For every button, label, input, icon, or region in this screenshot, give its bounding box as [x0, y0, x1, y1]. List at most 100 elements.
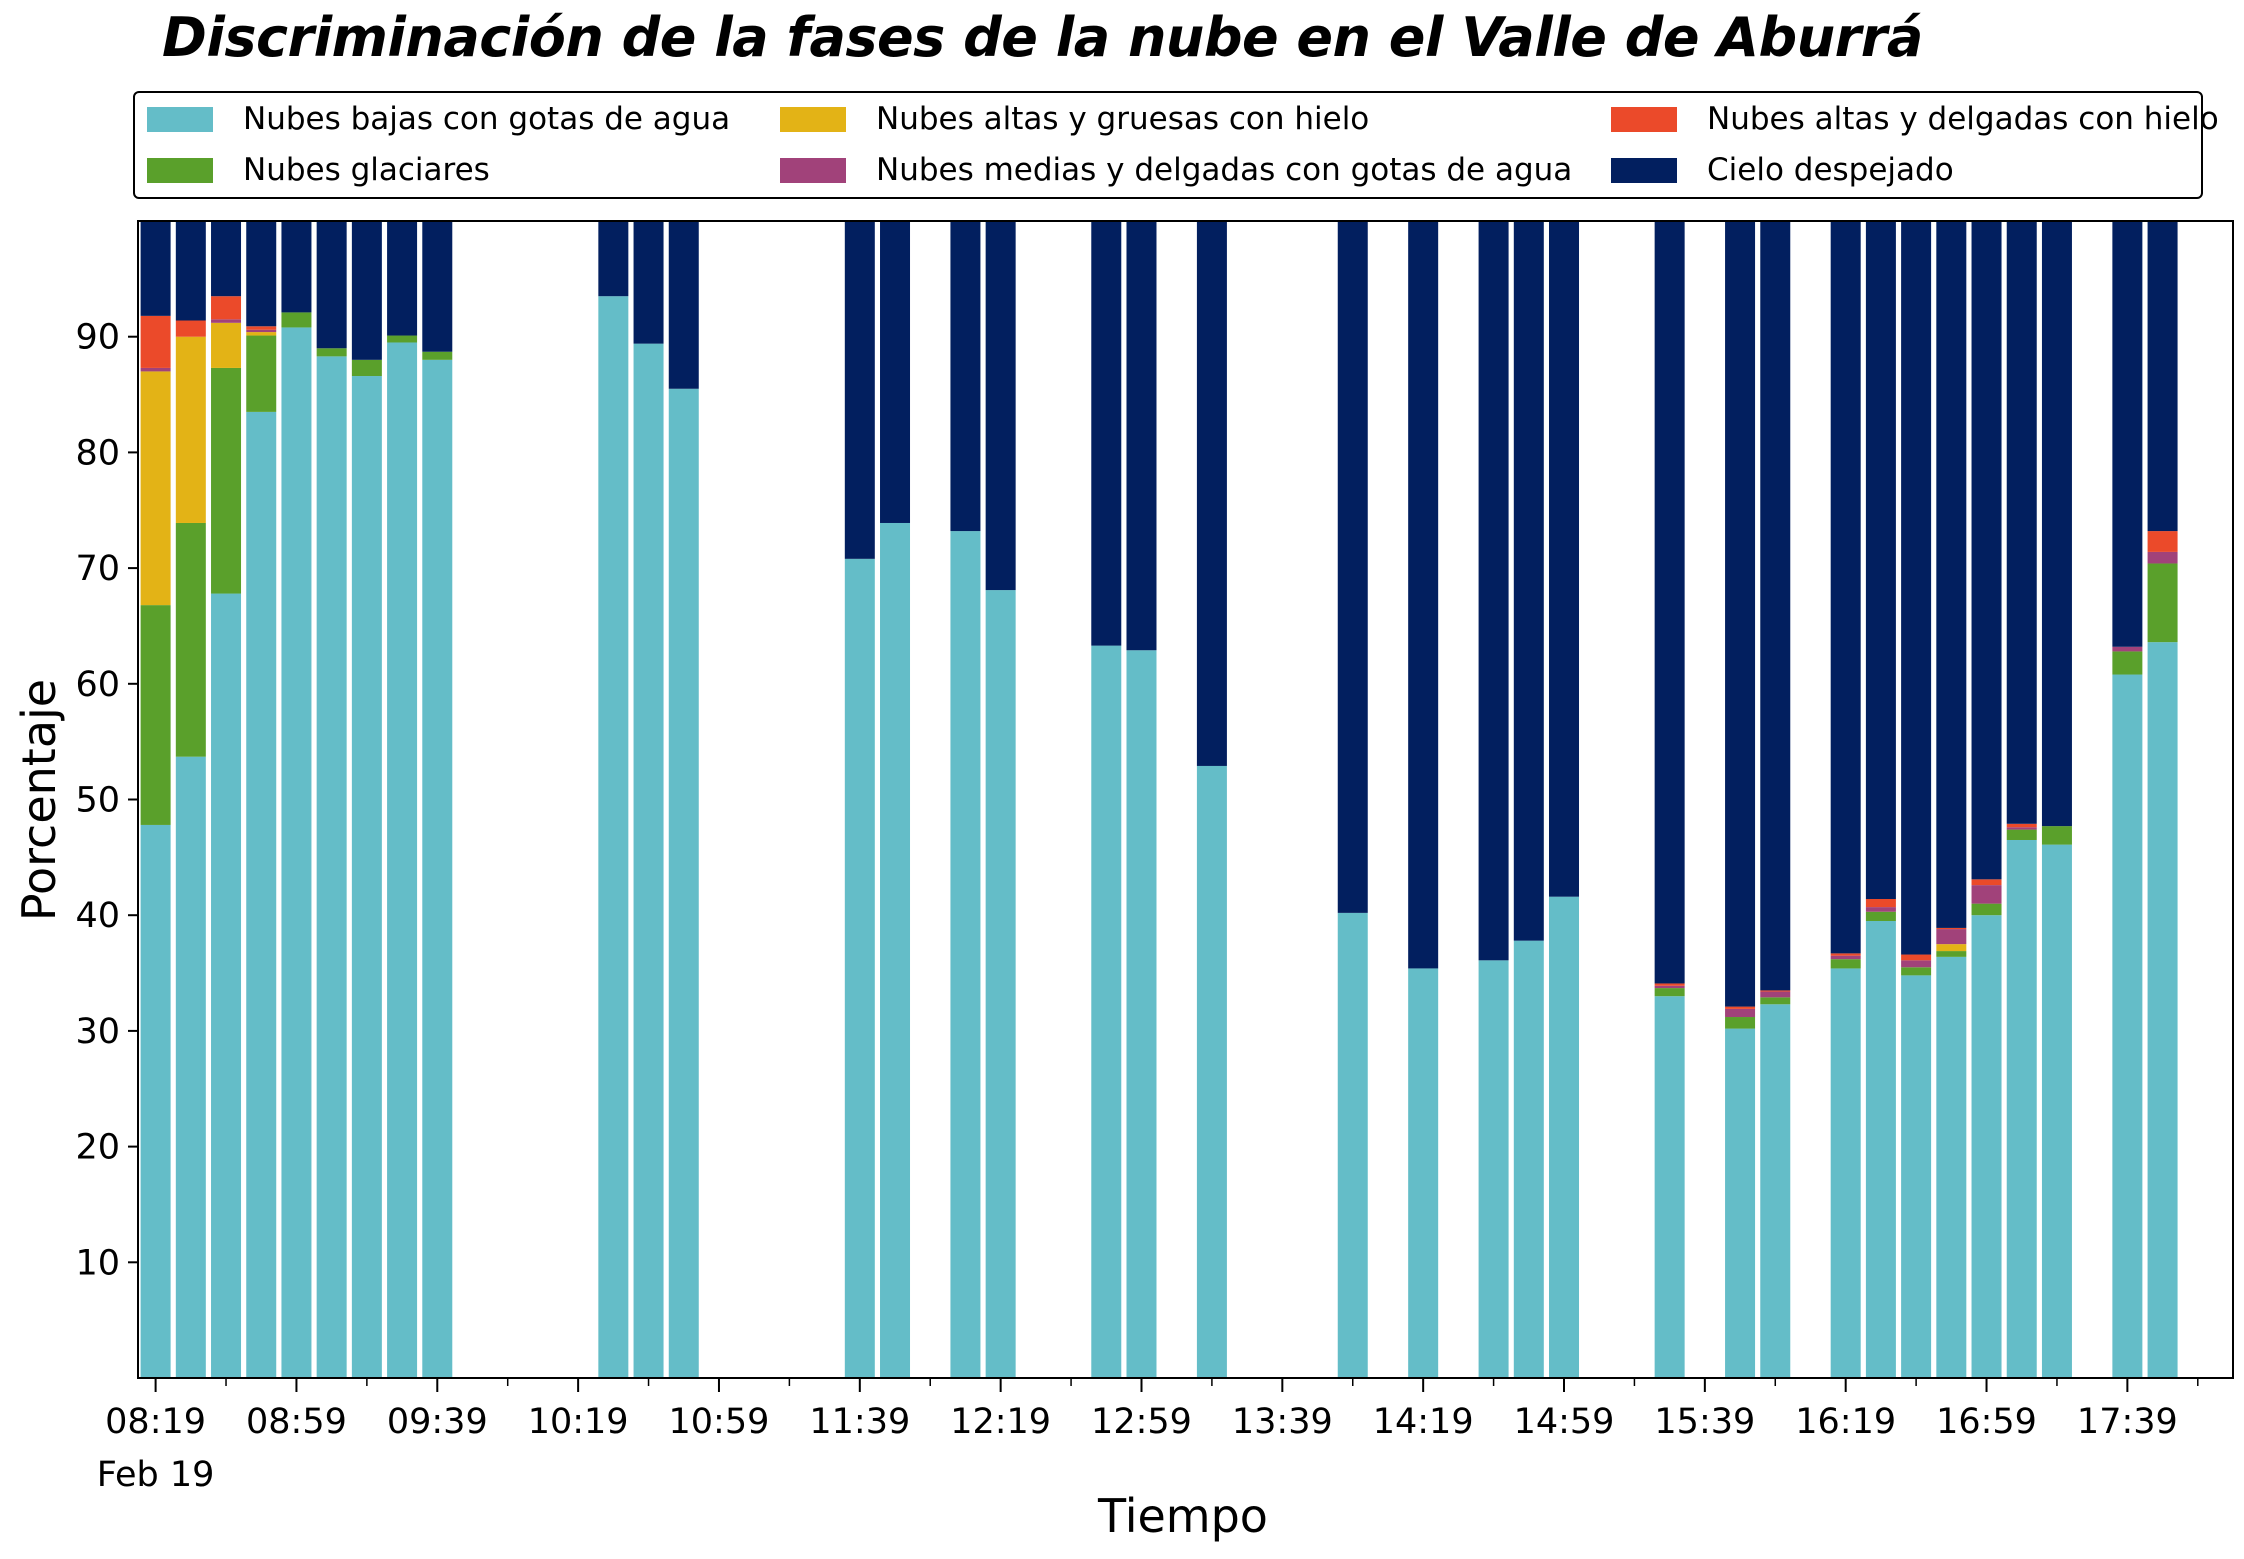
bar-segment-nubes-bajas-con-gotas-de-agua-0829	[175, 756, 206, 1378]
bar-segment-nubes-altas-y-gruesas-con-hielo-0819	[140, 371, 171, 606]
y-tick-label: 40	[75, 896, 120, 936]
legend-swatch	[147, 106, 213, 132]
bar-segment-nubes-medias-y-delgadas-con-gotas-de-agua-1549	[1725, 1008, 1756, 1018]
bar-segment-cielo-despejado-0919	[351, 221, 382, 360]
bar-segment-nubes-glaciares-0929	[387, 335, 418, 343]
y-tick-label: 90	[75, 318, 120, 358]
x-tick-label: 15:39	[1654, 1402, 1755, 1442]
bar-segment-cielo-despejado-0839	[211, 221, 242, 297]
bar-segment-nubes-altas-y-gruesas-con-hielo-0829	[175, 336, 206, 523]
bar-segment-cielo-despejado-1619	[1830, 221, 1861, 954]
bar-segment-nubes-altas-y-delgadas-con-hielo-1619	[1830, 953, 1861, 956]
bar-segment-nubes-medias-y-delgadas-con-gotas-de-agua-1619	[1830, 955, 1861, 960]
bar-segment-cielo-despejado-1149	[880, 221, 911, 523]
x-tick-label: 16:19	[1795, 1402, 1896, 1442]
bar-segment-nubes-glaciares-1649	[1936, 951, 1967, 957]
bar-segment-nubes-glaciares-0839	[211, 367, 242, 594]
y-tick-label: 80	[75, 433, 120, 473]
bar-segment-cielo-despejado-1039	[633, 221, 664, 344]
bar-segment-cielo-despejado-1249	[1091, 221, 1122, 646]
bar-segment-nubes-bajas-con-gotas-de-agua-1319	[1196, 765, 1227, 1378]
bar-segment-nubes-medias-y-delgadas-con-gotas-de-agua-1529	[1654, 985, 1685, 989]
bar-segment-nubes-bajas-con-gotas-de-agua-1219	[985, 590, 1016, 1378]
bar-segment-nubes-bajas-con-gotas-de-agua-1029	[598, 296, 629, 1379]
legend-label: Nubes altas y gruesas con hielo	[876, 101, 1370, 137]
bar-segment-nubes-altas-y-delgadas-con-hielo-0849	[246, 326, 277, 330]
legend-label: Nubes bajas con gotas de agua	[243, 101, 731, 137]
bar-segment-nubes-bajas-con-gotas-de-agua-1209	[950, 531, 981, 1378]
bar-segment-cielo-despejado-1659	[1971, 221, 2002, 880]
bar-segment-nubes-medias-y-delgadas-con-gotas-de-agua-1659	[1971, 885, 2002, 904]
bar-segment-nubes-glaciares-1529	[1654, 988, 1685, 997]
bar-segment-nubes-medias-y-delgadas-con-gotas-de-agua-1649	[1936, 929, 1967, 945]
bar-segment-nubes-bajas-con-gotas-de-agua-1639	[1901, 975, 1932, 1378]
bar-segment-nubes-glaciares-1549	[1725, 1017, 1756, 1029]
bar-segment-nubes-bajas-con-gotas-de-agua-1629	[1865, 920, 1896, 1378]
legend-item-nubes-medias-y-delgadas-con-gotas-de-agua: Nubes medias y delgadas con gotas de agu…	[780, 150, 1572, 190]
y-tick-label: 60	[75, 665, 120, 705]
bar-segment-cielo-despejado-0939	[422, 221, 453, 352]
legend-label: Cielo despejado	[1707, 152, 1954, 188]
y-tick-label: 10	[75, 1243, 120, 1283]
bar-segment-nubes-glaciares-1749	[2147, 563, 2178, 643]
bar-segment-nubes-altas-y-gruesas-con-hielo-1649	[1936, 944, 1967, 952]
bar-segment-nubes-glaciares-1719	[2041, 826, 2072, 845]
bar-segment-cielo-despejado-1639	[1901, 221, 1932, 955]
bar-segment-cielo-despejado-1559	[1760, 221, 1791, 991]
bar-segment-nubes-medias-y-delgadas-con-gotas-de-agua-1559	[1760, 991, 1791, 998]
y-axis-label: Porcentaje	[12, 679, 66, 921]
x-axis-label: Tiempo	[1097, 1489, 1268, 1543]
bar-segment-nubes-bajas-con-gotas-de-agua-0839	[211, 593, 242, 1378]
bar-segment-nubes-bajas-con-gotas-de-agua-1439	[1478, 960, 1509, 1378]
bar-segment-cielo-despejado-1319	[1196, 221, 1227, 766]
bar-segment-cielo-despejado-1439	[1478, 221, 1509, 961]
bar-segment-cielo-despejado-1259	[1126, 221, 1157, 651]
bar-segment-cielo-despejado-1209	[950, 221, 981, 532]
bar-segment-nubes-bajas-con-gotas-de-agua-1659	[1971, 915, 2002, 1378]
bar-segment-nubes-altas-y-delgadas-con-hielo-1749	[2147, 531, 2178, 552]
bar-segment-nubes-glaciares-0829	[175, 522, 206, 757]
bars	[140, 221, 2178, 1379]
legend: Nubes bajas con gotas de agua Nubes glaci…	[133, 91, 2219, 199]
legend-item-cielo-despejado: Cielo despejado	[1611, 150, 1954, 190]
bar-segment-nubes-bajas-con-gotas-de-agua-0909	[316, 356, 347, 1378]
bar-segment-nubes-medias-y-delgadas-con-gotas-de-agua-1739	[2112, 646, 2143, 652]
bar-segment-cielo-despejado-1459	[1549, 221, 1580, 897]
bar-segment-nubes-bajas-con-gotas-de-agua-1709	[2006, 840, 2037, 1378]
bar-segment-nubes-bajas-con-gotas-de-agua-1449	[1513, 940, 1544, 1378]
bar-segment-cielo-despejado-1049	[668, 221, 699, 389]
legend-label: Nubes glaciares	[243, 152, 490, 188]
bar-segment-nubes-bajas-con-gotas-de-agua-1719	[2041, 844, 2072, 1378]
legend-swatch	[780, 106, 846, 132]
bar-segment-nubes-bajas-con-gotas-de-agua-1419	[1408, 968, 1439, 1378]
y-tick-label: 30	[75, 1012, 120, 1052]
legend-label: Nubes altas y delgadas con hielo	[1707, 101, 2219, 137]
bar-segment-nubes-altas-y-delgadas-con-hielo-0829	[175, 320, 206, 337]
bar-segment-nubes-glaciares-0939	[422, 351, 453, 360]
bar-segment-nubes-glaciares-0849	[246, 335, 277, 412]
bar-segment-nubes-altas-y-delgadas-con-hielo-1649	[1936, 927, 1967, 930]
y-tick-label: 20	[75, 1128, 120, 1168]
bar-segment-cielo-despejado-1139	[844, 221, 875, 559]
legend-item-nubes-glaciares: Nubes glaciares	[147, 150, 490, 190]
legend-label: Nubes medias y delgadas con gotas de agu…	[876, 152, 1573, 188]
x-tick-label: 10:19	[528, 1402, 629, 1442]
bar-segment-cielo-despejado-0829	[175, 221, 206, 321]
bar-segment-cielo-despejado-1359	[1337, 221, 1368, 913]
bar-segment-cielo-despejado-1749	[2147, 221, 2178, 532]
legend-item-nubes-bajas-con-gotas-de-agua: Nubes bajas con gotas de agua	[147, 99, 730, 139]
bar-segment-nubes-medias-y-delgadas-con-gotas-de-agua-1709	[2006, 827, 2037, 830]
bar-segment-nubes-altas-y-delgadas-con-hielo-1559	[1760, 990, 1791, 992]
bar-segment-nubes-bajas-con-gotas-de-agua-1549	[1725, 1028, 1756, 1378]
bar-segment-nubes-bajas-con-gotas-de-agua-1649	[1936, 956, 1967, 1378]
legend-item-nubes-altas-y-delgadas-con-hielo: Nubes altas y delgadas con hielo	[1611, 99, 2219, 139]
y-tick-label: 70	[75, 549, 120, 589]
bar-segment-cielo-despejado-1549	[1725, 221, 1756, 1007]
bar-segment-nubes-bajas-con-gotas-de-agua-1039	[633, 343, 664, 1378]
bar-segment-nubes-glaciares-1629	[1865, 911, 1896, 921]
legend-swatch	[1611, 157, 1677, 183]
bar-segment-nubes-bajas-con-gotas-de-agua-0939	[422, 359, 453, 1379]
bar-segment-cielo-despejado-0909	[316, 221, 347, 349]
bar-segment-cielo-despejado-1719	[2041, 221, 2072, 827]
